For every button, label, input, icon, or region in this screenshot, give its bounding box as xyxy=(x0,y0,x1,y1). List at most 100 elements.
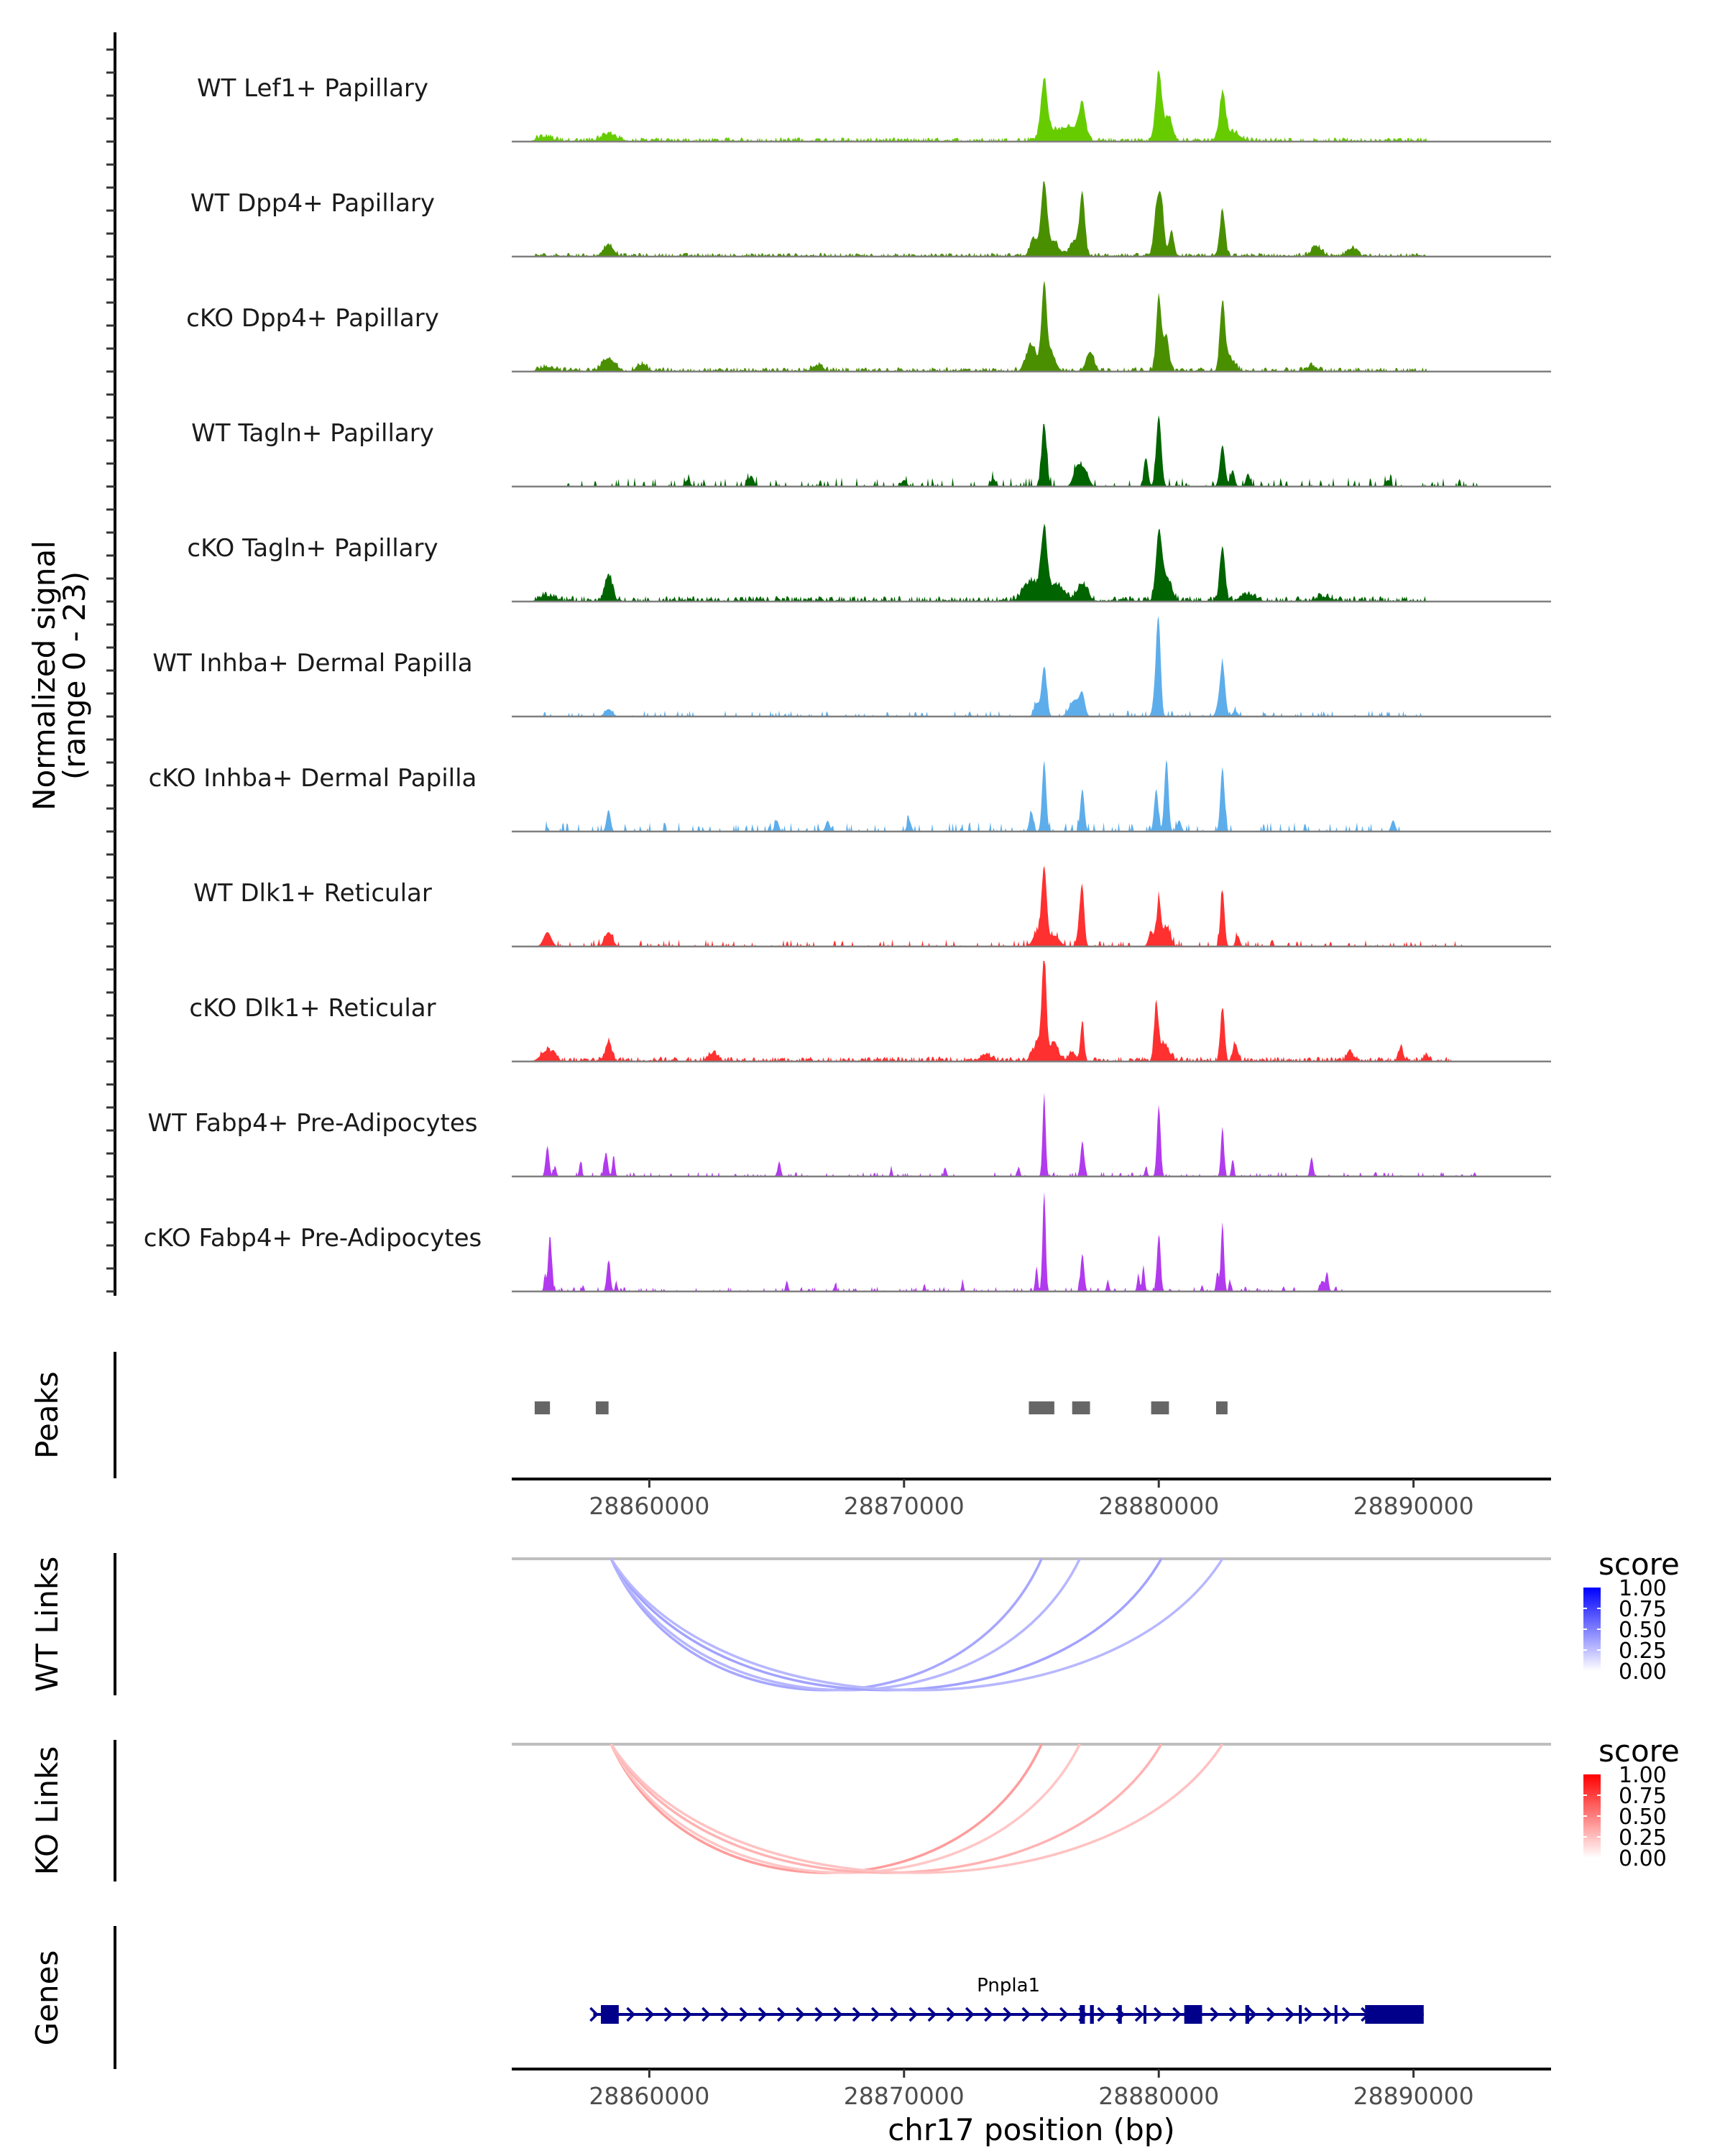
gene-exon xyxy=(1245,2005,1250,2024)
track-6: cKO Inhba+ Dermal Papilla xyxy=(149,760,1551,833)
legend-title: score xyxy=(1598,1733,1680,1769)
track-signal-area xyxy=(512,616,1551,717)
gene-exon xyxy=(601,2005,619,2024)
link-arc xyxy=(610,1743,1224,1874)
y-axis-title-line2: (range 0 - 23) xyxy=(57,571,92,780)
strand-arrow-icon xyxy=(965,2007,975,2022)
strand-arrow-icon xyxy=(645,2007,655,2022)
track-signal-area xyxy=(512,1192,1551,1291)
peak-region xyxy=(595,1401,609,1414)
legend-tick-label: 0.50 xyxy=(1619,1618,1667,1643)
track-signal-area xyxy=(512,865,1551,946)
track-signal-area xyxy=(512,280,1551,372)
track-1: WT Dpp4+ Papillary xyxy=(190,181,1551,258)
x-tick-label: 28880000 xyxy=(1098,1492,1219,1520)
strand-arrow-icon xyxy=(1059,2007,1069,2022)
track-label: cKO Dlk1+ Reticular xyxy=(189,994,436,1023)
legend-tick-label: 0.50 xyxy=(1619,1805,1667,1830)
legend-tick-label: 0.25 xyxy=(1619,1825,1667,1851)
strand-arrow-icon xyxy=(1285,2007,1295,2022)
peak-region xyxy=(1072,1401,1090,1414)
strand-arrow-icon xyxy=(1134,2007,1144,2022)
strand-arrow-icon xyxy=(739,2007,749,2022)
gene-exon xyxy=(1334,2005,1338,2024)
track-signal-area xyxy=(512,961,1551,1061)
strand-arrow-icon xyxy=(626,2007,636,2022)
legend-tick-label: 1.00 xyxy=(1619,1763,1667,1788)
x-axis-ticks-top: 28860000 28870000 28880000 28890000 xyxy=(589,1479,1474,1520)
strand-arrow-icon xyxy=(758,2007,768,2022)
gene-model-pnpla1 xyxy=(589,2005,1424,2024)
strand-arrow-icon xyxy=(1097,2007,1107,2022)
x-tick-label: 28890000 xyxy=(1353,1492,1474,1520)
gene-exon xyxy=(1365,2005,1424,2024)
genes-panel-label: Genes xyxy=(29,1950,65,2046)
track-signal-area xyxy=(512,760,1551,831)
track-2: cKO Dpp4+ Papillary xyxy=(186,280,1551,373)
link-arc xyxy=(610,1558,1081,1692)
links-panel-label: KO Links xyxy=(29,1746,65,1876)
track-label: WT Dpp4+ Papillary xyxy=(190,189,435,218)
gene-name-label: Pnpla1 xyxy=(977,1975,1040,1996)
gene-exon xyxy=(1080,2005,1085,2024)
x-tick-label: 28870000 xyxy=(844,1492,965,1520)
track-4: cKO Tagln+ Papillary xyxy=(187,523,1551,603)
strand-arrow-icon xyxy=(814,2007,824,2022)
track-8: cKO Dlk1+ Reticular xyxy=(189,961,1551,1063)
gene-exon xyxy=(1184,2005,1202,2024)
strand-arrow-icon xyxy=(1228,2007,1238,2022)
strand-arrow-icon xyxy=(1021,2007,1031,2022)
strand-arrow-icon xyxy=(1172,2007,1182,2022)
strand-arrow-icon xyxy=(1304,2007,1314,2022)
legend-tick-label: 0.75 xyxy=(1619,1784,1667,1809)
legend-tick-label: 1.00 xyxy=(1619,1576,1667,1601)
peak-region xyxy=(1029,1401,1054,1414)
track-0: WT Lef1+ Papillary xyxy=(197,70,1551,143)
track-signal-area xyxy=(512,70,1551,142)
strand-arrow-icon xyxy=(1266,2007,1276,2022)
track-3: WT Tagln+ Papillary xyxy=(191,415,1551,488)
track-10: cKO Fabp4+ Pre-Adipocytes xyxy=(144,1192,1551,1293)
track-label: WT Fabp4+ Pre-Adipocytes xyxy=(148,1109,478,1138)
track-signal-area xyxy=(512,1092,1551,1176)
legend-tick-label: 0.25 xyxy=(1619,1639,1667,1664)
x-tick-label: 28870000 xyxy=(844,2082,965,2110)
link-arc xyxy=(610,1558,1163,1692)
track-label: WT Dlk1+ Reticular xyxy=(193,879,432,908)
x-tick-label: 28860000 xyxy=(589,1492,709,1520)
signal-tracks: WT Lef1+ Papillary WT Dpp4+ Papillary cKO … xyxy=(144,70,1551,1293)
legend-tick-label: 0.75 xyxy=(1619,1597,1667,1622)
strand-arrow-icon xyxy=(663,2007,673,2022)
link-arc xyxy=(610,1743,1081,1874)
x-tick-label: 28880000 xyxy=(1098,2082,1219,2110)
strand-arrow-icon xyxy=(870,2007,880,2022)
strand-arrow-icon xyxy=(1210,2007,1220,2022)
link-arc xyxy=(610,1743,1163,1874)
strand-arrow-icon xyxy=(927,2007,937,2022)
strand-arrow-icon xyxy=(1322,2007,1333,2022)
strand-arrow-icon xyxy=(1341,2007,1351,2022)
track-signal-area xyxy=(512,523,1551,602)
track-9: WT Fabp4+ Pre-Adipocytes xyxy=(148,1092,1551,1178)
strand-arrow-icon xyxy=(776,2007,786,2022)
strand-arrow-icon xyxy=(984,2007,993,2022)
peaks-panel: Peaks 28860000 28870000 28880000 28890000 xyxy=(29,1352,1551,1520)
strand-arrow-icon xyxy=(1153,2007,1163,2022)
y-axis-title-line1: Normalized signal xyxy=(27,540,62,811)
track-label: WT Tagln+ Papillary xyxy=(191,419,434,448)
peak-region xyxy=(1215,1401,1228,1414)
strand-arrow-icon xyxy=(682,2007,692,2022)
strand-arrow-icon xyxy=(890,2007,899,2022)
strand-arrow-icon xyxy=(589,2007,599,2022)
strand-arrow-icon xyxy=(852,2007,862,2022)
track-7: WT Dlk1+ Reticular xyxy=(193,865,1551,948)
track-signal-area xyxy=(512,415,1551,487)
strand-arrow-icon xyxy=(796,2007,805,2022)
strand-arrow-icon xyxy=(1040,2007,1050,2022)
gene-exon xyxy=(1143,2005,1146,2024)
signal-y-axis xyxy=(106,32,116,1296)
track-label: cKO Inhba+ Dermal Papilla xyxy=(149,764,477,793)
